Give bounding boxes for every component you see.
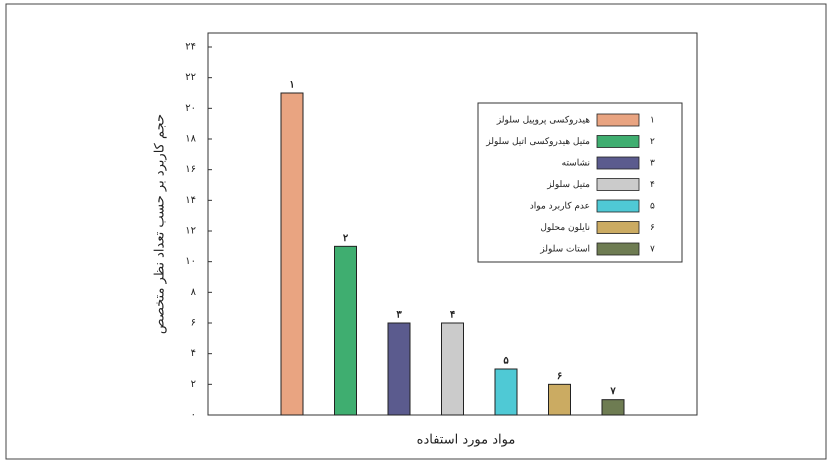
y-tick-label: ۱۲ (185, 226, 196, 237)
y-tick-label: ۱۸ (185, 134, 196, 145)
legend-number: ۴ (650, 180, 655, 190)
bar (334, 245, 357, 416)
bar (548, 383, 571, 416)
y-tick-label: ۲۲ (185, 72, 196, 83)
y-tick-label: ۲۴ (185, 42, 196, 53)
y-tick-label: ۱۰ (185, 256, 196, 267)
legend-number: ۲ (650, 137, 655, 147)
bar-label: ۶ (557, 371, 562, 382)
y-tick-label: ۲ (191, 379, 196, 390)
y-tick-label: ۱۶ (185, 164, 196, 175)
legend-swatch (596, 178, 640, 191)
bar (601, 399, 625, 416)
y-axis-title: حجم کاربرد بر حسب تعداد نظر متخصص (153, 114, 168, 334)
legend-number: ۳ (650, 159, 655, 169)
y-tick-label: ۸ (191, 287, 197, 298)
frame (5, 3, 827, 460)
y-tick-label: ۱۴ (185, 195, 196, 206)
y-tick-label: ۰ (191, 410, 196, 421)
legend-swatch (596, 199, 640, 213)
legend-label: عدم کاربرد مواد (530, 202, 590, 212)
legend-swatch (596, 135, 640, 148)
legend-label: متیل هیدروکسی اتیل سلولز (485, 137, 590, 147)
legend-swatch (596, 113, 640, 127)
bar-label: ۷ (609, 386, 616, 397)
legend-box (477, 102, 683, 263)
legend-swatch (596, 156, 640, 170)
bar-label: ۲ (343, 233, 349, 244)
legend-label: نشاسته (562, 159, 590, 169)
y-tick-label: ۴ (191, 348, 196, 359)
bar-label: ۵ (503, 356, 509, 367)
legend-label: استات سلولز (539, 245, 590, 255)
legend-number: ۷ (650, 245, 655, 255)
y-tick-label: ۲۰ (185, 103, 196, 114)
x-axis-title: مواد مورد استفاده (417, 433, 516, 448)
bar-label: ۴ (450, 310, 455, 321)
legend-number: ۱ (650, 116, 655, 126)
bar-label: ۱ (289, 80, 294, 91)
legend-swatch (596, 221, 640, 234)
bar (280, 92, 304, 416)
legend-number: ۵ (650, 202, 655, 212)
bar (387, 322, 411, 416)
legend-swatch (596, 242, 640, 256)
legend-label: متیل سلولز (546, 180, 590, 190)
legend-label: نایلون محلول (540, 223, 590, 233)
y-tick-label: ۶ (191, 318, 196, 329)
bar (494, 368, 518, 416)
legend-number: ۶ (650, 223, 655, 233)
bar (441, 322, 464, 416)
bar-label: ۳ (396, 310, 402, 321)
legend-label: هیدروکسی پروپیل سلولز (496, 116, 590, 126)
